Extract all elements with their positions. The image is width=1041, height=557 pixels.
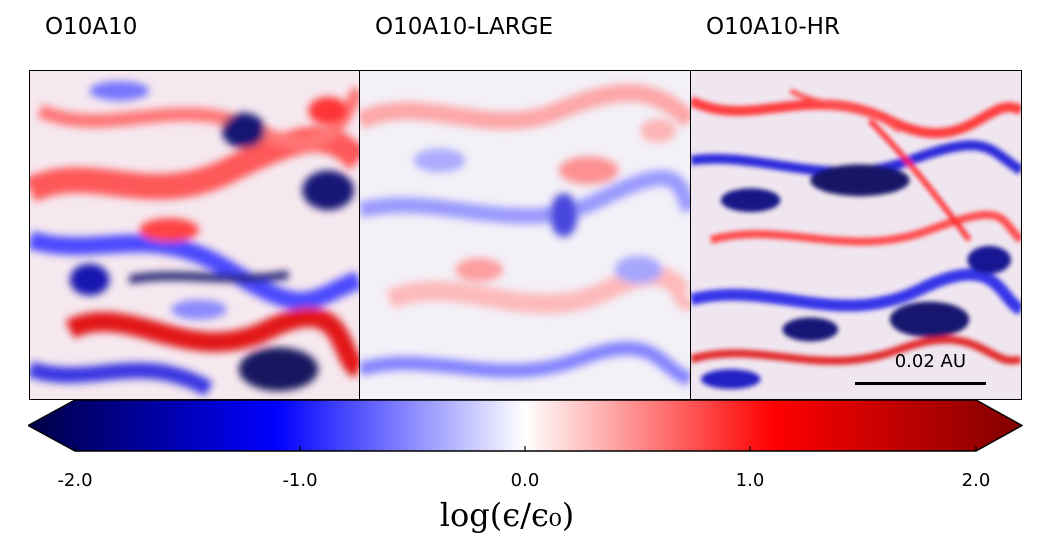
colorbar-tick-0: 0.0 [510, 470, 540, 491]
colorbar [28, 399, 1023, 452]
turbulence-map-o10a10-large [359, 70, 691, 400]
scale-bar [855, 382, 986, 385]
turbulence-map-o10a10-hr: 0.02 AU [690, 70, 1022, 400]
colorbar-tick-minus-1: -1.0 [282, 470, 318, 491]
turbulence-map-o10a10 [29, 70, 360, 400]
colorbar-tick-1: 1.0 [735, 470, 765, 491]
panel-title-o10a10-large: O10A10-LARGE [375, 14, 554, 40]
scale-bar-label: 0.02 AU [894, 351, 966, 372]
colorbar-tick-2: 2.0 [961, 470, 991, 491]
panel-title-o10a10-hr: O10A10-HR [706, 14, 840, 40]
colorbar-tick-minus-2: -2.0 [57, 470, 93, 491]
panel-title-o10a10: O10A10 [45, 14, 138, 40]
colorbar-axis-label: log(ϵ/ϵ₀) [439, 496, 575, 534]
